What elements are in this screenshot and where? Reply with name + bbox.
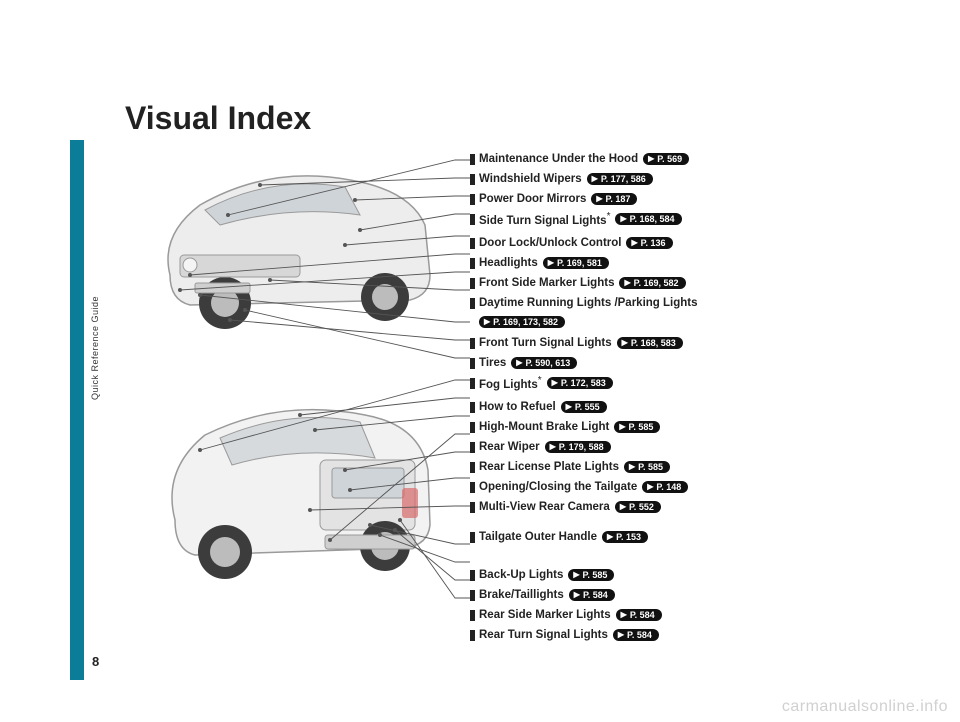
bullet-icon bbox=[470, 154, 475, 165]
page-ref-pill[interactable]: ▶P. 168, 583 bbox=[617, 337, 683, 349]
bullet-icon bbox=[470, 570, 475, 581]
page-ref-pill[interactable]: ▶P. 179, 588 bbox=[545, 441, 611, 453]
page-ref-pill[interactable]: ▶P. 585 bbox=[568, 569, 614, 581]
index-label: Rear Turn Signal Lights bbox=[479, 629, 608, 641]
index-label: Tires bbox=[479, 357, 506, 369]
index-row-continuation: ▶P. 169, 173, 582 bbox=[470, 313, 870, 331]
index-row: Front Turn Signal Lights ▶P. 168, 583 bbox=[470, 334, 870, 352]
index-row: Side Turn Signal Lights* ▶P. 168, 584 bbox=[470, 210, 870, 228]
index-label: Brake/Taillights bbox=[479, 589, 564, 601]
index-row: Front Side Marker Lights ▶P. 169, 582 bbox=[470, 274, 870, 292]
bullet-icon bbox=[470, 214, 475, 225]
index-row: Back-Up Lights ▶P. 585 bbox=[470, 566, 870, 584]
visual-index-list: Maintenance Under the Hood ▶P. 569 Windshi… bbox=[470, 150, 870, 646]
index-label: Maintenance Under the Hood bbox=[479, 153, 638, 165]
page-ref-pill[interactable]: ▶P. 187 bbox=[591, 193, 637, 205]
bullet-icon bbox=[470, 502, 475, 513]
index-row: Fog Lights* ▶P. 172, 583 bbox=[470, 374, 870, 392]
index-row: Maintenance Under the Hood ▶P. 569 bbox=[470, 150, 870, 168]
index-row: Rear Wiper ▶P. 179, 588 bbox=[470, 438, 870, 456]
index-label: Opening/Closing the Tailgate bbox=[479, 481, 637, 493]
index-label: Back-Up Lights bbox=[479, 569, 563, 581]
index-row: How to Refuel ▶P. 555 bbox=[470, 398, 870, 416]
bullet-icon bbox=[470, 422, 475, 433]
side-tab bbox=[70, 140, 84, 680]
index-label: Rear License Plate Lights bbox=[479, 461, 619, 473]
page-number: 8 bbox=[92, 654, 99, 669]
bullet-icon bbox=[470, 238, 475, 249]
bullet-icon bbox=[470, 338, 475, 349]
index-row: Rear Side Marker Lights ▶P. 584 bbox=[470, 606, 870, 624]
page-ref-pill[interactable]: ▶P. 555 bbox=[561, 401, 607, 413]
index-label: Front Side Marker Lights bbox=[479, 277, 614, 289]
index-label: Multi-View Rear Camera bbox=[479, 501, 610, 513]
page-ref-pill[interactable]: ▶P. 148 bbox=[642, 481, 688, 493]
index-row: Daytime Running Lights /Parking Lights bbox=[470, 294, 870, 312]
index-row: Rear License Plate Lights ▶P. 585 bbox=[470, 458, 870, 476]
page-ref-pill[interactable]: ▶P. 584 bbox=[616, 609, 662, 621]
index-label: Rear Side Marker Lights bbox=[479, 609, 611, 621]
bullet-icon bbox=[470, 402, 475, 413]
car-rear-illustration bbox=[150, 390, 440, 590]
index-label: How to Refuel bbox=[479, 401, 556, 413]
page-ref-pill[interactable]: ▶P. 153 bbox=[602, 531, 648, 543]
index-row: Brake/Taillights ▶P. 584 bbox=[470, 586, 870, 604]
index-label: Power Door Mirrors bbox=[479, 193, 586, 205]
bullet-icon bbox=[470, 482, 475, 493]
index-row: Opening/Closing the Tailgate ▶P. 148 bbox=[470, 478, 870, 496]
page-ref-pill[interactable]: ▶P. 169, 582 bbox=[619, 277, 685, 289]
bullet-icon bbox=[470, 378, 475, 389]
index-label: Side Turn Signal Lights* bbox=[479, 211, 610, 227]
index-label: Fog Lights* bbox=[479, 375, 542, 391]
index-label: Tailgate Outer Handle bbox=[479, 531, 597, 543]
bullet-icon bbox=[470, 194, 475, 205]
bullet-icon bbox=[470, 462, 475, 473]
index-label: Headlights bbox=[479, 257, 538, 269]
page-ref-pill[interactable]: ▶P. 585 bbox=[624, 461, 670, 473]
bullet-icon bbox=[470, 590, 475, 601]
bullet-icon bbox=[470, 278, 475, 289]
car-front-illustration bbox=[150, 155, 440, 335]
bullet-icon bbox=[470, 630, 475, 641]
page-ref-pill[interactable]: ▶P. 177, 586 bbox=[587, 173, 653, 185]
index-label: Rear Wiper bbox=[479, 441, 540, 453]
index-row: Multi-View Rear Camera ▶P. 552 bbox=[470, 498, 870, 516]
side-label: Quick Reference Guide bbox=[90, 240, 102, 400]
page-ref-pill[interactable]: ▶P. 168, 584 bbox=[615, 213, 681, 225]
index-row: High-Mount Brake Light ▶P. 585 bbox=[470, 418, 870, 436]
index-label: Front Turn Signal Lights bbox=[479, 337, 612, 349]
page-title: Visual Index bbox=[125, 100, 311, 137]
page-ref-pill[interactable]: ▶P. 169, 173, 582 bbox=[479, 316, 565, 328]
index-label: Windshield Wipers bbox=[479, 173, 582, 185]
page-ref-pill[interactable]: ▶P. 172, 583 bbox=[547, 377, 613, 389]
index-row: Windshield Wipers ▶P. 177, 586 bbox=[470, 170, 870, 188]
page-ref-pill[interactable]: ▶P. 584 bbox=[613, 629, 659, 641]
bullet-icon bbox=[470, 532, 475, 543]
bullet-icon bbox=[470, 258, 475, 269]
page-ref-pill[interactable]: ▶P. 552 bbox=[615, 501, 661, 513]
index-row: Rear Turn Signal Lights ▶P. 584 bbox=[470, 626, 870, 644]
index-row: Tailgate Outer Handle ▶P. 153 bbox=[470, 528, 870, 546]
bullet-icon bbox=[470, 174, 475, 185]
index-label: Daytime Running Lights /Parking Lights bbox=[479, 297, 698, 309]
page-ref-pill[interactable]: ▶P. 585 bbox=[614, 421, 660, 433]
index-label: High-Mount Brake Light bbox=[479, 421, 609, 433]
index-label: Door Lock/Unlock Control bbox=[479, 237, 621, 249]
page-ref-pill[interactable]: ▶P. 169, 581 bbox=[543, 257, 609, 269]
page-ref-pill[interactable]: ▶P. 136 bbox=[626, 237, 672, 249]
index-row: Headlights ▶P. 169, 581 bbox=[470, 254, 870, 272]
bullet-icon bbox=[470, 298, 475, 309]
watermark: carmanualsonline.info bbox=[782, 698, 948, 716]
page-ref-pill[interactable]: ▶P. 590, 613 bbox=[511, 357, 577, 369]
page-ref-pill[interactable]: ▶P. 584 bbox=[569, 589, 615, 601]
bullet-icon bbox=[470, 358, 475, 369]
bullet-icon bbox=[470, 442, 475, 453]
page-ref-pill[interactable]: ▶P. 569 bbox=[643, 153, 689, 165]
index-row: Power Door Mirrors ▶P. 187 bbox=[470, 190, 870, 208]
index-row: Door Lock/Unlock Control ▶P. 136 bbox=[470, 234, 870, 252]
bullet-icon bbox=[470, 610, 475, 621]
index-row: Tires ▶P. 590, 613 bbox=[470, 354, 870, 372]
